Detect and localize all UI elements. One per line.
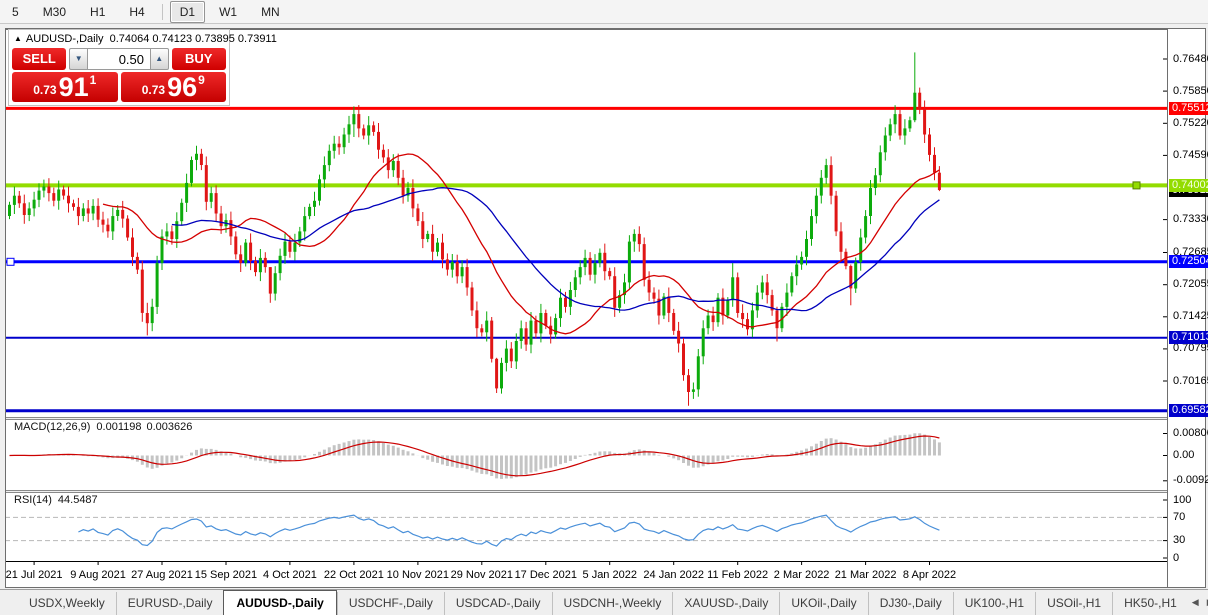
- tab-scroll-right-icon[interactable]: ▶: [1203, 594, 1208, 611]
- tab-uk100-h1[interactable]: UK100-,H1: [952, 592, 1035, 615]
- ohlc-open: 0.74064: [109, 33, 150, 45]
- date-axis-tick: 9 Aug 2021: [70, 569, 126, 581]
- tab-usdchf-daily[interactable]: USDCHF-,Daily: [336, 592, 444, 615]
- sell-price-pips: 91: [58, 72, 89, 102]
- date-axis-tick: 21 Mar 2022: [834, 569, 897, 581]
- date-axis-tick: 10 Nov 2021: [386, 569, 450, 581]
- timeframe-h1[interactable]: H1: [90, 4, 106, 19]
- rsi-axis-tick: 0: [1173, 551, 1180, 564]
- price-axis-tick: 0.70165: [1173, 374, 1208, 387]
- tab-dj30-daily[interactable]: DJ30-,Daily: [867, 592, 953, 615]
- timeframe-mn[interactable]: MN: [261, 4, 280, 19]
- tab-scroll-arrows: ◀▶: [1188, 590, 1208, 615]
- ohlc-low: 0.73895: [195, 33, 235, 45]
- sell-price-prefix: 0.73: [33, 83, 57, 97]
- arrow-up-icon: ▲: [155, 54, 164, 63]
- macd-name: MACD(12,26,9): [14, 421, 91, 433]
- symbol-title: AUDUSD-,Daily: [25, 33, 104, 45]
- date-axis-tick: 24 Jan 2022: [643, 569, 704, 581]
- chart-title-row: ▲ AUDUSD-,Daily 0.74064 0.74123 0.73895 0.73…: [12, 32, 277, 48]
- date-axis-tick: 15 Sep 2021: [194, 569, 258, 581]
- date-axis-tick: 8 Apr 2022: [902, 569, 957, 581]
- date-axis-tick: 2 Mar 2022: [773, 569, 830, 581]
- tab-usdcnh-weekly[interactable]: USDCNH-,Weekly: [551, 592, 673, 615]
- sell-price-box[interactable]: 0.73 91 1: [12, 72, 118, 102]
- volume-increase-button[interactable]: ▲: [151, 48, 169, 70]
- price-level-label-support-2: 0.71013: [1169, 331, 1208, 345]
- date-axis-tick: 21 Jul 2021: [5, 569, 63, 581]
- ohlc-high: 0.74123: [152, 33, 193, 45]
- rsi-name: RSI(14): [14, 494, 52, 506]
- toolbar-separator: [161, 3, 163, 20]
- tab-usoil-h1[interactable]: USOil-,H1: [1035, 592, 1112, 615]
- date-axis-tick: 27 Aug 2021: [131, 569, 193, 581]
- sell-price-point: 1: [89, 73, 97, 87]
- tab-ukoil-daily[interactable]: UKOil-,Daily: [779, 592, 867, 615]
- volume-input[interactable]: [87, 48, 151, 70]
- timeframe-5[interactable]: 5: [12, 4, 19, 19]
- price-level-label-support-1: 0.72504: [1169, 255, 1208, 269]
- collapse-panel-icon[interactable]: ▲: [14, 34, 22, 43]
- tab-audusd-daily[interactable]: AUDUSD-,Daily: [223, 590, 337, 615]
- rsi-value: 44.5487: [57, 494, 98, 506]
- chart-tab-bar: USDX,Weekly EURUSD-,Daily AUDUSD-,Daily USD…: [0, 589, 1208, 615]
- macd-value-main: 0.001198: [96, 421, 142, 433]
- timeframe-d1[interactable]: D1: [169, 0, 206, 23]
- price-axis-tick: 0.72055: [1173, 278, 1208, 291]
- tab-eurusd-daily[interactable]: EURUSD-,Daily: [115, 592, 224, 615]
- date-axis-tick: 11 Feb 2022: [707, 569, 769, 581]
- one-click-trade-panel: ▲ AUDUSD-,Daily 0.74064 0.74123 0.73895 0.73…: [8, 29, 277, 106]
- macd-indicator-label: MACD(12,26,9) 0.001198 0.003626: [14, 421, 197, 433]
- buy-price-pips: 96: [167, 72, 198, 102]
- tab-hk50-h1[interactable]: HK50-,H1: [1112, 592, 1188, 615]
- rsi-axis-tick: 30: [1173, 534, 1186, 547]
- price-level-label-current-price-level: 0.74002: [1169, 178, 1208, 192]
- timeframe-w1[interactable]: W1: [219, 4, 238, 19]
- buy-price-point: 9: [198, 73, 205, 87]
- timeframe-h4[interactable]: H4: [129, 4, 145, 19]
- price-axis-tick: 0.72685: [1173, 246, 1208, 259]
- date-axis-tick: 29 Nov 2021: [450, 569, 513, 581]
- buy-button[interactable]: BUY: [171, 48, 226, 70]
- volume-decrease-button[interactable]: ▼: [69, 48, 87, 70]
- price-axis-tick: 0.71425: [1173, 310, 1208, 323]
- price-level-label-support-3: 0.69582: [1169, 404, 1208, 418]
- tab-usdcad-daily[interactable]: USDCAD-,Daily: [443, 592, 552, 615]
- macd-axis-tick: 0.008061: [1173, 427, 1208, 439]
- date-axis-tick: 22 Oct 2021: [323, 569, 384, 581]
- timeframe-toolbar: 5 M30 H1 H4 D1 W1 MN: [0, 0, 1208, 24]
- macd-axis-tick: -0.009286: [1173, 474, 1208, 487]
- tab-xauusd-daily[interactable]: XAUUSD-,Daily: [672, 592, 779, 615]
- price-axis-tick: 0.70795: [1173, 342, 1208, 355]
- buy-price-prefix: 0.73: [141, 83, 166, 97]
- macd-value-signal: 0.003626: [146, 421, 193, 433]
- ohlc-close: 0.73911: [237, 33, 277, 45]
- date-axis-tick: 17 Dec 2021: [514, 569, 577, 581]
- sell-button[interactable]: SELL: [12, 48, 67, 70]
- rsi-axis-tick: 100: [1173, 493, 1192, 506]
- rsi-indicator-label: RSI(14) 44.5487: [14, 494, 103, 506]
- arrow-down-icon: ▼: [74, 54, 83, 63]
- buy-price-box[interactable]: 0.73 96 9: [120, 72, 226, 102]
- price-level-label-resistance: 0.75512: [1169, 101, 1208, 115]
- macd-axis-tick: 0.00: [1173, 449, 1195, 461]
- chart-canvas[interactable]: [5, 29, 1168, 588]
- date-axis-tick: 4 Oct 2021: [263, 569, 317, 581]
- date-axis-tick: 5 Jan 2022: [582, 569, 637, 581]
- rsi-axis-tick: 70: [1173, 510, 1186, 523]
- timeframe-m30[interactable]: M30: [42, 4, 67, 19]
- tab-scroll-left-icon[interactable]: ◀: [1191, 597, 1199, 607]
- tab-usdx-weekly[interactable]: USDX,Weekly: [29, 596, 105, 610]
